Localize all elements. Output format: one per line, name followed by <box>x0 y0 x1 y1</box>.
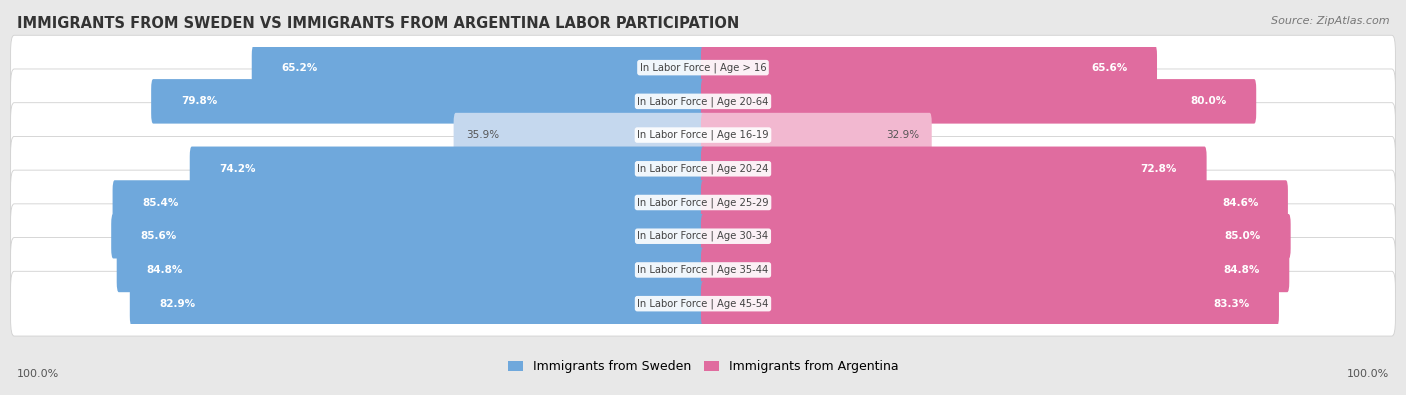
FancyBboxPatch shape <box>11 237 1395 302</box>
FancyBboxPatch shape <box>702 281 1279 326</box>
Text: In Labor Force | Age 25-29: In Labor Force | Age 25-29 <box>637 197 769 208</box>
Text: 74.2%: 74.2% <box>219 164 256 174</box>
Text: 84.8%: 84.8% <box>1223 265 1260 275</box>
Text: In Labor Force | Age > 16: In Labor Force | Age > 16 <box>640 62 766 73</box>
Text: IMMIGRANTS FROM SWEDEN VS IMMIGRANTS FROM ARGENTINA LABOR PARTICIPATION: IMMIGRANTS FROM SWEDEN VS IMMIGRANTS FRO… <box>17 16 740 31</box>
FancyBboxPatch shape <box>117 248 704 292</box>
FancyBboxPatch shape <box>702 214 1291 258</box>
Text: In Labor Force | Age 20-24: In Labor Force | Age 20-24 <box>637 164 769 174</box>
FancyBboxPatch shape <box>454 113 704 157</box>
Text: In Labor Force | Age 20-64: In Labor Force | Age 20-64 <box>637 96 769 107</box>
Legend: Immigrants from Sweden, Immigrants from Argentina: Immigrants from Sweden, Immigrants from … <box>503 356 903 378</box>
Text: 82.9%: 82.9% <box>159 299 195 308</box>
Text: 85.4%: 85.4% <box>142 198 179 207</box>
Text: 35.9%: 35.9% <box>465 130 499 140</box>
Text: 85.0%: 85.0% <box>1225 231 1261 241</box>
FancyBboxPatch shape <box>702 147 1206 191</box>
Text: In Labor Force | Age 16-19: In Labor Force | Age 16-19 <box>637 130 769 140</box>
Text: 72.8%: 72.8% <box>1140 164 1177 174</box>
Text: 100.0%: 100.0% <box>1347 369 1389 379</box>
Text: 84.6%: 84.6% <box>1222 198 1258 207</box>
FancyBboxPatch shape <box>11 103 1395 167</box>
FancyBboxPatch shape <box>111 214 704 258</box>
FancyBboxPatch shape <box>702 248 1289 292</box>
Text: 84.8%: 84.8% <box>146 265 183 275</box>
FancyBboxPatch shape <box>702 45 1157 90</box>
FancyBboxPatch shape <box>11 170 1395 235</box>
Text: 85.6%: 85.6% <box>141 231 177 241</box>
Text: 65.2%: 65.2% <box>281 63 318 73</box>
Text: 32.9%: 32.9% <box>886 130 920 140</box>
FancyBboxPatch shape <box>11 35 1395 100</box>
FancyBboxPatch shape <box>190 147 704 191</box>
Text: In Labor Force | Age 30-34: In Labor Force | Age 30-34 <box>637 231 769 241</box>
Text: 100.0%: 100.0% <box>17 369 59 379</box>
FancyBboxPatch shape <box>702 113 932 157</box>
FancyBboxPatch shape <box>112 180 704 225</box>
FancyBboxPatch shape <box>252 45 704 90</box>
Text: In Labor Force | Age 45-54: In Labor Force | Age 45-54 <box>637 298 769 309</box>
Text: 80.0%: 80.0% <box>1191 96 1226 106</box>
Text: 65.6%: 65.6% <box>1091 63 1128 73</box>
FancyBboxPatch shape <box>11 204 1395 269</box>
FancyBboxPatch shape <box>152 79 704 124</box>
FancyBboxPatch shape <box>11 271 1395 336</box>
FancyBboxPatch shape <box>129 281 704 326</box>
FancyBboxPatch shape <box>702 180 1288 225</box>
Text: 79.8%: 79.8% <box>181 96 217 106</box>
FancyBboxPatch shape <box>11 136 1395 201</box>
Text: Source: ZipAtlas.com: Source: ZipAtlas.com <box>1271 16 1389 26</box>
FancyBboxPatch shape <box>702 79 1256 124</box>
FancyBboxPatch shape <box>11 69 1395 134</box>
Text: 83.3%: 83.3% <box>1213 299 1250 308</box>
Text: In Labor Force | Age 35-44: In Labor Force | Age 35-44 <box>637 265 769 275</box>
